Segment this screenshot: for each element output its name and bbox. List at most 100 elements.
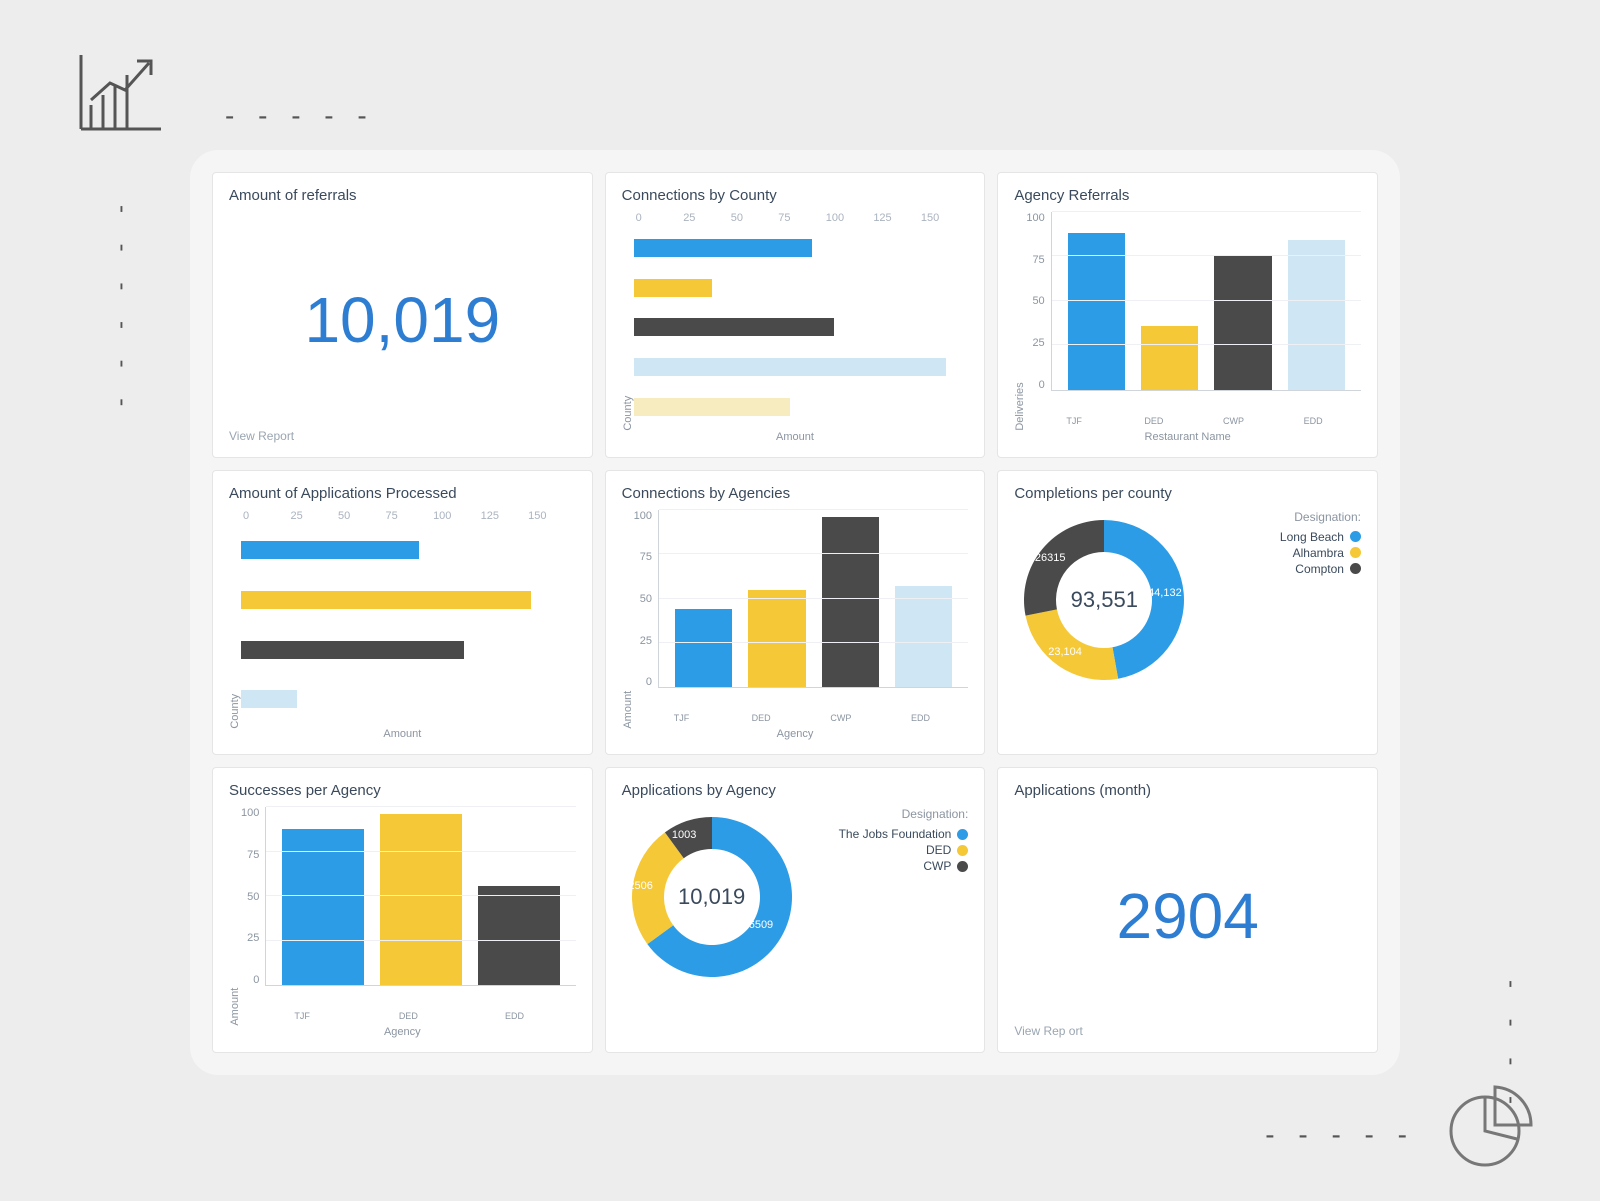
legend-title: Designation: — [1202, 510, 1361, 524]
hbar-chart: 0255075100125150 — [634, 212, 969, 431]
vbar-chart: 0255075100 TJFDEDCWPEDD — [1026, 212, 1361, 431]
axis-tick: 100 — [634, 510, 652, 522]
bar — [241, 690, 576, 708]
bar — [1214, 255, 1271, 390]
axis-tick: 50 — [731, 212, 779, 224]
axis-tick: 150 — [921, 212, 969, 224]
axis-tick: 75 — [1026, 254, 1044, 266]
bar-label: EDD — [1273, 416, 1353, 426]
card-connections-county: Connections by County County 02550751001… — [605, 172, 986, 458]
bar — [634, 239, 969, 257]
axis-tick: 50 — [338, 510, 386, 522]
bar — [895, 586, 952, 687]
x-axis-label: Agency — [229, 1026, 576, 1038]
donut-center-value: 10,019 — [678, 884, 745, 910]
y-axis-label: County — [622, 212, 634, 431]
bar — [675, 609, 732, 687]
bar — [380, 814, 462, 985]
axis-tick: 25 — [241, 932, 259, 944]
bar-label: EDD — [461, 1011, 567, 1021]
bar — [822, 517, 879, 688]
axis-tick: 75 — [778, 212, 826, 224]
axis-tick: 50 — [1026, 295, 1044, 307]
card-title: Successes per Agency — [229, 782, 576, 799]
card-applications-agency: Applications by Agency 10,01965092506100… — [605, 767, 986, 1053]
bar — [634, 318, 969, 336]
bar — [241, 641, 576, 659]
legend-swatch — [1350, 563, 1361, 574]
axis-tick: 0 — [241, 974, 259, 986]
card-completions-county: Completions per county 93,55144,13223,10… — [997, 470, 1378, 756]
bar-label: EDD — [881, 713, 961, 723]
axis-tick: 150 — [528, 510, 576, 522]
view-report-link[interactable]: View Report — [229, 429, 576, 443]
legend-item: Alhambra — [1202, 546, 1361, 560]
bar — [241, 541, 576, 559]
axis-tick: 100 — [241, 807, 259, 819]
bar-label: DED — [355, 1011, 461, 1021]
legend-swatch — [957, 829, 968, 840]
axis-tick: 25 — [1026, 337, 1044, 349]
legend-swatch — [957, 845, 968, 856]
legend-item: The Jobs Foundation — [810, 827, 969, 841]
bar-label: DED — [721, 713, 801, 723]
axis-tick: 75 — [241, 849, 259, 861]
vbar-chart: 0255075100 TJFDEDEDD — [241, 807, 576, 1026]
decorative-dashes: - - - - - — [1265, 1119, 1415, 1151]
bar — [241, 591, 576, 609]
legend-title: Designation: — [810, 807, 969, 821]
x-axis-label: Restaurant Name — [1014, 431, 1361, 443]
card-referrals: Amount of referrals 10,019 View Report — [212, 172, 593, 458]
bar — [1068, 233, 1125, 389]
vbar-chart: 0255075100 TJFDEDCWPEDD — [634, 510, 969, 729]
y-axis-label: Amount — [622, 510, 634, 729]
legend-swatch — [1350, 547, 1361, 558]
axis-tick: 125 — [481, 510, 529, 522]
bar — [1141, 326, 1198, 390]
segment-value: 23,104 — [1048, 646, 1082, 658]
axis-tick: 50 — [241, 891, 259, 903]
card-connections-agencies: Connections by Agencies Amount 025507510… — [605, 470, 986, 756]
donut-chart: 93,55144,13223,10426315 Designation:Long… — [1014, 510, 1361, 741]
axis-tick: 0 — [1026, 379, 1044, 391]
legend-item: Compton — [1202, 562, 1361, 576]
view-report-link[interactable]: View Rep ort — [1014, 1024, 1361, 1038]
x-axis-label: Amount — [229, 728, 576, 740]
segment-value: 44,132 — [1148, 587, 1182, 599]
bar-label: TJF — [1034, 416, 1114, 426]
card-title: Connections by Agencies — [622, 485, 969, 502]
axis-tick: 100 — [826, 212, 874, 224]
axis-tick: 0 — [636, 212, 684, 224]
x-axis-label: Agency — [622, 728, 969, 740]
card-agency-referrals: Agency Referrals Deliveries 0255075100 T… — [997, 172, 1378, 458]
bar-label: CWP — [801, 713, 881, 723]
bar — [748, 590, 805, 688]
axis-tick: 25 — [683, 212, 731, 224]
axis-tick: 125 — [873, 212, 921, 224]
legend-item: Long Beach — [1202, 530, 1361, 544]
segment-value: 2506 — [628, 880, 652, 892]
axis-tick: 0 — [243, 510, 291, 522]
card-title: Amount of referrals — [229, 187, 576, 204]
dashboard-panel: Amount of referrals 10,019 View Report C… — [190, 150, 1400, 1075]
card-title: Connections by County — [622, 187, 969, 204]
applications-month-value: 2904 — [1014, 807, 1361, 1024]
axis-tick: 75 — [634, 551, 652, 563]
axis-tick: 100 — [1026, 212, 1044, 224]
bar-label: TJF — [642, 713, 722, 723]
axis-tick: 75 — [386, 510, 434, 522]
legend-item: DED — [810, 843, 969, 857]
decorative-dashes: - - - - - - — [108, 205, 136, 418]
bar-label: CWP — [1194, 416, 1274, 426]
y-axis-label: Deliveries — [1014, 212, 1026, 431]
axis-tick: 25 — [291, 510, 339, 522]
axis-tick: 50 — [634, 593, 652, 605]
segment-value: 1003 — [672, 829, 696, 841]
bar — [478, 886, 560, 985]
growth-chart-icon — [75, 55, 165, 140]
donut-chart: 10,019650925061003 Designation:The Jobs … — [622, 807, 969, 1038]
axis-tick: 100 — [433, 510, 481, 522]
referrals-value: 10,019 — [229, 212, 576, 429]
legend-swatch — [957, 861, 968, 872]
card-title: Amount of Applications Processed — [229, 485, 576, 502]
